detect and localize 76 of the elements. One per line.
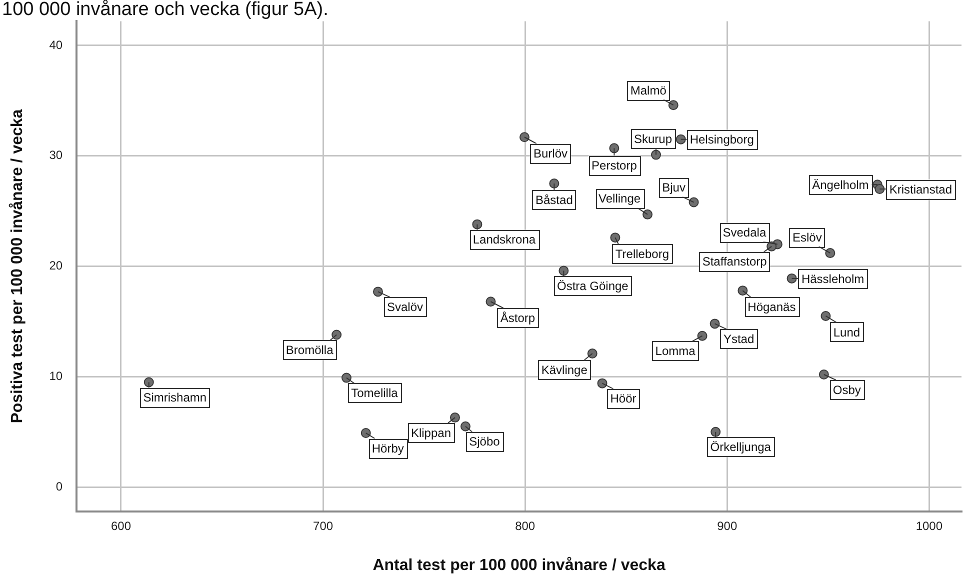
point — [332, 330, 342, 340]
data-label: Vellinge — [598, 192, 641, 206]
data-label: Osby — [832, 382, 861, 397]
point — [341, 372, 352, 383]
y-tick-label: 30 — [49, 148, 63, 162]
y-axis-title: Positiva test per 100 000 invånare / vecka — [8, 109, 26, 424]
point — [360, 428, 371, 438]
data-label: Malmö — [630, 83, 667, 98]
data-label: Örkelljunga — [710, 440, 772, 454]
data-label: Simrishamn — [143, 390, 207, 405]
point — [610, 232, 620, 243]
data-label: Hässleholm — [801, 272, 864, 286]
data-label: Ystad — [723, 332, 754, 346]
data-label: Höör — [610, 392, 636, 406]
point — [710, 426, 721, 437]
data-label: Kävlinge — [541, 362, 588, 377]
data-label: Staffanstorp — [702, 254, 768, 269]
y-tick-label: 10 — [49, 369, 63, 384]
point — [609, 143, 620, 154]
point — [372, 286, 383, 297]
data-label: Östra Göinge — [556, 279, 629, 294]
point — [519, 132, 530, 142]
x-axis-title: Antal test per 100 000 invånare / vecka — [372, 556, 666, 574]
point — [820, 310, 831, 321]
y-tick-label: 20 — [49, 258, 63, 273]
data-label: Klippan — [410, 426, 451, 440]
data-label: Hörby — [372, 441, 404, 456]
x-tick-label: 700 — [313, 518, 334, 533]
data-label: Svalöv — [386, 300, 424, 314]
point — [738, 286, 748, 296]
data-label: Sjöbo — [469, 434, 500, 449]
data-label: Svedala — [722, 226, 766, 240]
point — [460, 421, 470, 432]
data-label: Perstorp — [592, 158, 638, 172]
point — [786, 273, 797, 284]
point — [651, 150, 662, 160]
data-label: Bromölla — [286, 343, 334, 358]
point — [450, 412, 460, 423]
point — [668, 100, 678, 110]
point — [597, 378, 608, 388]
point — [710, 318, 720, 329]
data-label: Landskrona — [472, 232, 536, 247]
data-label: Ängelholm — [812, 178, 869, 192]
data-label: Båstad — [536, 192, 573, 207]
data-label: Lund — [833, 325, 860, 340]
y-tick-label: 40 — [49, 38, 63, 52]
data-label: Tomelilla — [351, 386, 398, 400]
data-label: Lomma — [655, 344, 696, 358]
data-label: Höganäs — [748, 300, 796, 314]
data-label: Eslöv — [792, 230, 822, 244]
point — [486, 296, 496, 307]
point — [144, 377, 154, 388]
point — [549, 178, 560, 188]
data-label: Trelleborg — [615, 246, 669, 261]
point — [825, 248, 836, 258]
data-label: Helsingborg — [690, 132, 754, 147]
data-label: Bjuv — [662, 180, 686, 195]
x-tick-label: 600 — [110, 518, 132, 533]
data-label: Skurup — [634, 132, 672, 146]
data-label: Burlöv — [533, 146, 568, 160]
point — [676, 134, 686, 144]
x-tick-label: 1000 — [916, 518, 943, 533]
data-label: Åstorp — [500, 310, 536, 325]
point — [558, 266, 569, 276]
point — [697, 330, 708, 341]
point — [587, 348, 598, 359]
point — [472, 219, 482, 230]
y-tick-label: 0 — [56, 479, 63, 494]
x-tick-label: 800 — [515, 518, 536, 533]
point — [642, 209, 653, 220]
point — [818, 370, 829, 380]
point — [688, 197, 699, 208]
data-label: Kristianstad — [889, 182, 952, 196]
point — [874, 184, 885, 194]
text: 100 000 invånare och vecka (figur 5A). — [2, 0, 328, 21]
x-tick-label: 900 — [717, 518, 738, 533]
